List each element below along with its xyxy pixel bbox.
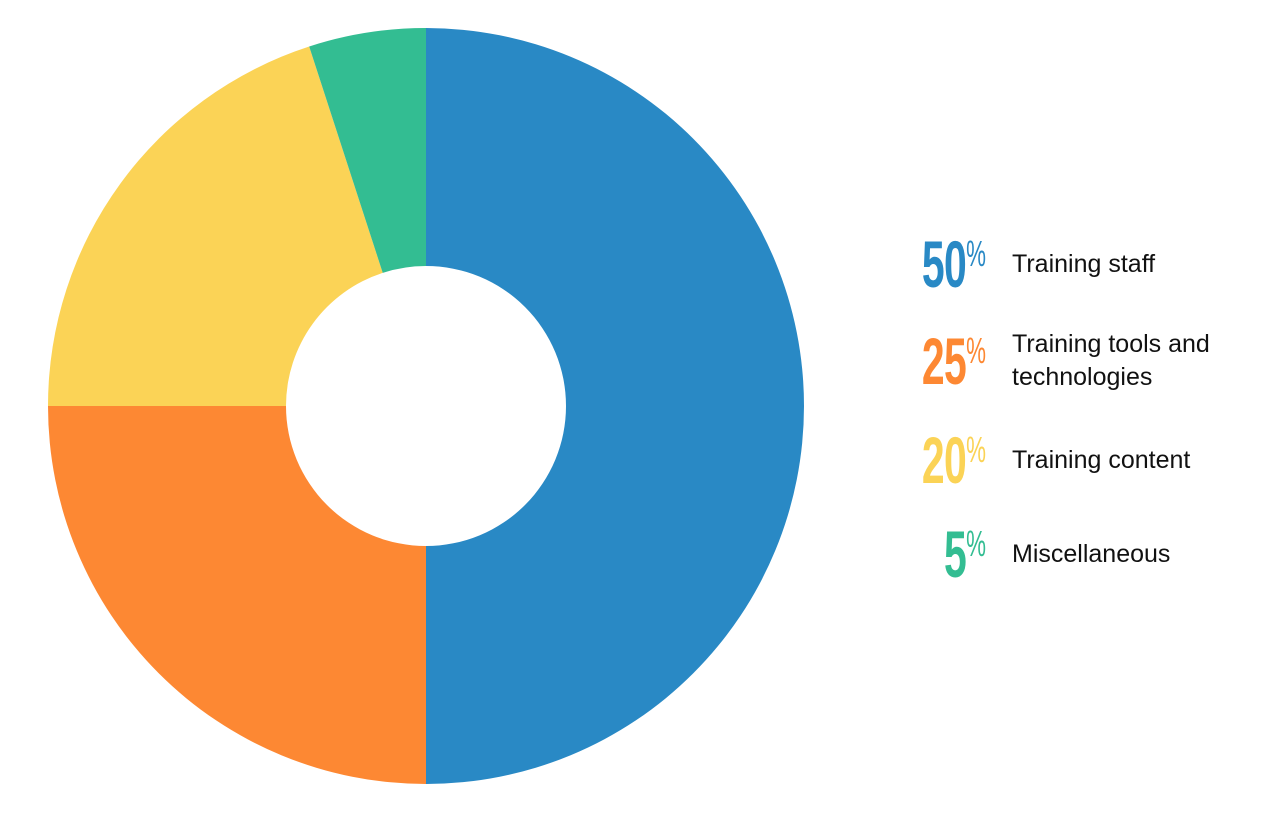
donut-slice-training-content [48, 46, 383, 406]
legend-label: Miscellaneous [1012, 539, 1171, 568]
percent-sign: % [966, 233, 986, 274]
legend-percent: 20 % [922, 427, 986, 493]
legend-item-training-content: 20 % Training content [896, 427, 1276, 493]
legend-label: Training staff [1012, 249, 1156, 278]
legend-label: Training tools and technologies [1012, 330, 1210, 391]
legend-percent: 5 % [930, 517, 986, 591]
percent-sign: % [966, 429, 986, 470]
donut-slice-training-staff [426, 28, 804, 784]
legend-item-training-staff: 50 % Training staff [896, 231, 1276, 297]
legend-percent: 25 % [922, 328, 986, 394]
percent-value: 5 [944, 517, 967, 591]
donut-slice-training-tools-and-technologies [48, 406, 426, 784]
legend-label: Training content [1012, 445, 1191, 474]
donut-chart [48, 27, 804, 784]
percent-value: 50 [921, 227, 967, 301]
legend-item-miscellaneous: 5 % Miscellaneous [896, 517, 1276, 591]
percent-value: 20 [921, 423, 967, 497]
percent-sign: % [966, 523, 986, 564]
percent-value: 25 [921, 324, 967, 398]
donut-slice-miscellaneous [309, 27, 426, 273]
legend-item-training-tools: 25 % Training tools and technologies [896, 328, 1276, 394]
legend-percent: 50 % [922, 231, 986, 297]
percent-sign: % [966, 330, 986, 371]
